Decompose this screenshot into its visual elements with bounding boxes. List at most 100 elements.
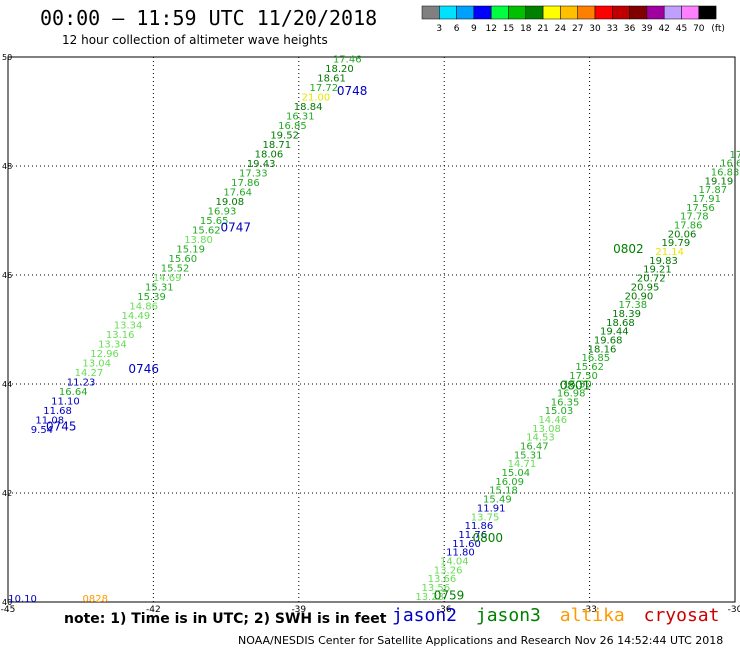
- pass-2-swh-label: 19.44: [600, 327, 629, 338]
- pass-2-swh-label: 16.09: [495, 477, 524, 488]
- colorbar-swatch: [542, 5, 561, 20]
- colorbar-swatch: [456, 5, 475, 20]
- colorbar-label: 3: [436, 24, 442, 34]
- pass-1-swh-label: 15.39: [137, 292, 166, 303]
- colorbar-unit: (ft): [711, 24, 725, 34]
- x-tick-label: -42: [146, 605, 161, 615]
- pass-1-swh-label: 17.46: [333, 54, 362, 65]
- chart-subtitle: 12 hour collection of altimeter wave hei…: [62, 33, 328, 47]
- pass-1-swh-label: 11.23: [67, 378, 96, 389]
- colorbar-label: 15: [503, 24, 514, 34]
- time-label: 0801: [560, 378, 591, 392]
- pass-2-swh-label: 20.72: [637, 274, 666, 285]
- colorbar-label: 9: [471, 24, 477, 34]
- isolated-point-label: 10.10: [8, 594, 37, 605]
- pass-2-swh-label: 13.23: [415, 592, 444, 603]
- pass-1-swh-label: 14.49: [122, 311, 151, 322]
- pass-1-swh-label: 19.08: [216, 197, 245, 208]
- credits: NOAA/NESDIS Center for Satellite Applica…: [238, 634, 724, 647]
- pass-1-swh-label: 19.52: [270, 130, 299, 141]
- pass-2-swh-label: 15.18: [489, 486, 518, 497]
- pass-1-swh-label: 18.84: [294, 102, 323, 113]
- pass-2-swh-label: 13.26: [434, 565, 463, 576]
- colorbar-swatch: [646, 5, 665, 20]
- colorbar-swatch: [473, 5, 492, 20]
- pass-2-swh-label: 15.31: [514, 450, 543, 461]
- pass-2-swh-label: 14.46: [538, 415, 567, 426]
- pass-2-swh-label: 13.75: [471, 512, 500, 523]
- pass-2-swh-label: 20.06: [668, 229, 697, 240]
- x-tick-label: -45: [1, 605, 16, 615]
- y-tick-label: 40: [2, 598, 12, 607]
- pass-1-swh-label: 21.00: [302, 92, 331, 103]
- time-label: 0748: [337, 84, 368, 98]
- pass-2-swh-label: 16.47: [520, 442, 549, 453]
- colorbar-label: 30: [589, 24, 601, 34]
- colorbar-label: 70: [693, 24, 705, 34]
- x-tick-label: -33: [582, 605, 597, 615]
- pass-2-swh-label: 17.: [729, 150, 740, 161]
- pass-1-swh-label: 18.71: [262, 140, 291, 151]
- colorbar-swatch: [439, 5, 457, 20]
- pass-1-swh-label: 17.64: [223, 187, 252, 198]
- pass-2-swh-label: 13.08: [532, 424, 561, 435]
- colorbar-label: 27: [572, 24, 583, 34]
- legend-cryosat: cryosat: [643, 605, 720, 626]
- legend-jason2: jason2: [392, 605, 458, 626]
- pass-1-swh-label: 13.04: [82, 359, 111, 370]
- pass-2-swh-label: 11.86: [465, 521, 494, 532]
- colorbar-swatch: [560, 5, 578, 20]
- colorbar-swatch: [663, 5, 682, 20]
- pass-2-swh-label: 16.6: [720, 159, 740, 170]
- pass-2-swh-label: 16.35: [551, 397, 580, 408]
- pass-1-swh-label: 17.86: [231, 178, 260, 189]
- pass-1-swh-label: 13.34: [114, 321, 143, 332]
- time-label: 0759: [434, 588, 465, 602]
- pass-2-swh-label: 11.60: [452, 539, 481, 550]
- pass-1-swh-label: 15.62: [192, 225, 221, 236]
- colorbar-swatch: [681, 5, 700, 20]
- pass-2-swh-label: 16.83: [711, 168, 740, 179]
- pass-2-swh-label: 17.38: [618, 300, 647, 311]
- colorbar-label: 36: [624, 24, 636, 34]
- pass-1-swh-label: 14.86: [129, 302, 158, 313]
- pass-1-swh-label: 14.27: [75, 368, 104, 379]
- x-tick-label: -30: [728, 605, 740, 615]
- pass-2-swh-label: 14.71: [508, 459, 537, 470]
- time-label: 0746: [128, 362, 159, 376]
- legend-jason3: jason3: [475, 605, 541, 626]
- pass-2-swh-label: 19.83: [649, 256, 678, 267]
- satellite-legend: jason2 jason3 altika cryosat s3a: [392, 605, 740, 626]
- pass-2-swh-label: 20.95: [631, 282, 660, 293]
- colorbar-label: 45: [676, 24, 687, 34]
- pass-1-swh-label: 14.69: [153, 273, 182, 284]
- pass-2-swh-label: 16.30: [563, 380, 592, 391]
- y-tick-label: 44: [2, 380, 12, 389]
- legend-altika: altika: [559, 605, 625, 626]
- x-tick-label: -39: [291, 605, 306, 615]
- pass-2-swh-label: 11.76: [458, 530, 487, 541]
- colorbar-label: 21: [537, 24, 548, 34]
- footer-note: note: 1) Time is in UTC; 2) SWH is in fe…: [64, 611, 387, 627]
- time-label: 0747: [221, 220, 252, 234]
- plot-frame: [7, 56, 736, 603]
- pass-2-swh-label: 18.68: [606, 318, 635, 329]
- pass-2-swh-label: 14.04: [440, 556, 469, 567]
- colorbar-label: 12: [485, 24, 496, 34]
- pass-1-swh-label: 15.60: [169, 254, 198, 265]
- pass-1-swh-label: 19.43: [247, 159, 276, 170]
- colorbar-swatch: [508, 5, 527, 20]
- pass-1-swh-label: 18.61: [317, 73, 346, 84]
- pass-2-swh-label: 21.14: [655, 247, 684, 258]
- time-label: 0800: [473, 531, 504, 545]
- pass-2-swh-label: 19.21: [643, 265, 672, 276]
- pass-1-swh-label: 13.80: [184, 235, 213, 246]
- pass-1-swh-label: 16.64: [59, 387, 88, 398]
- colorbar-label: 6: [454, 24, 460, 34]
- colorbar-label: 18: [520, 24, 532, 34]
- pass-1-swh-label: 13.34: [98, 340, 127, 351]
- pass-2-swh-label: 18.16: [588, 344, 617, 355]
- pass-2-swh-label: 15.49: [483, 495, 512, 506]
- pass-2-swh-label: 17.50: [569, 371, 598, 382]
